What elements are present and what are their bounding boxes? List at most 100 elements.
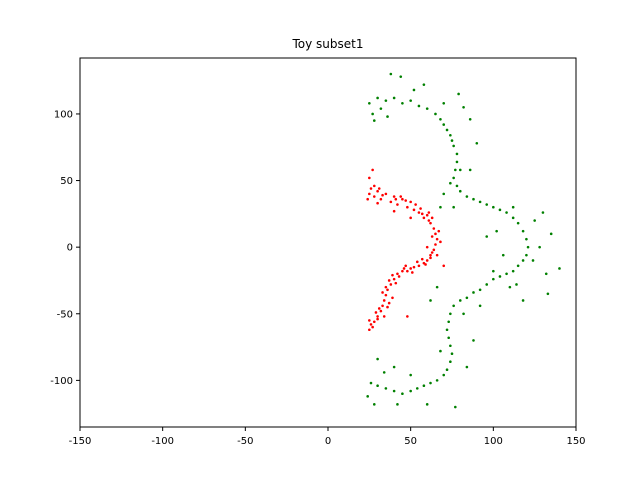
data-point-series-2 [462,105,465,109]
data-point-series-1 [389,283,393,286]
data-point-series-1 [429,221,432,225]
data-point-series-2 [392,96,396,100]
data-point-series-1 [435,253,439,257]
data-point-series-2 [417,104,421,108]
data-point-series-2 [478,288,482,292]
data-point-series-2 [526,245,530,249]
data-point-series-2 [516,221,520,225]
data-point-series-1 [439,240,442,244]
data-point-series-2 [372,403,376,406]
data-point-series-2 [505,272,508,276]
x-tick-label: 50 [404,436,417,447]
chart-title: Toy subset1 [292,37,364,51]
data-point-series-1 [377,187,381,190]
data-point-series-1 [419,207,422,210]
data-point-series-1 [409,200,412,204]
data-point-series-2 [371,112,374,116]
data-point-series-2 [462,312,465,316]
data-point-series-2 [376,96,379,100]
data-point-series-2 [392,365,396,369]
data-point-series-2 [450,352,454,356]
data-point-series-1 [384,285,388,289]
data-point-series-1 [366,197,369,201]
data-point-series-1 [420,212,424,216]
data-point-series-1 [391,296,394,300]
data-point-series-1 [376,315,379,318]
data-point-series-2 [449,312,452,316]
data-point-series-1 [420,257,424,261]
data-point-series-2 [485,203,489,206]
data-point-series-2 [376,357,379,361]
data-point-series-2 [492,205,495,209]
data-point-series-1 [372,195,376,198]
data-point-series-2 [541,211,545,214]
data-point-series-2 [439,349,442,353]
data-point-series-1 [387,301,391,305]
data-point-series-2 [454,168,457,172]
data-point-series-2 [544,272,548,276]
y-tick-label: -100 [50,376,73,387]
data-point-series-1 [392,277,396,281]
data-point-series-2 [454,405,457,409]
data-point-series-2 [409,389,412,393]
data-point-series-1 [442,264,446,268]
data-point-series-2 [452,205,455,209]
data-point-series-2 [447,320,450,324]
data-point-series-1 [379,197,383,201]
data-point-series-1 [432,248,436,252]
y-tick-label: 50 [60,176,73,187]
data-point-series-2 [452,304,455,308]
data-point-series-1 [415,260,419,264]
data-point-series-1 [427,211,431,214]
data-point-series-1 [396,272,399,276]
data-point-series-2 [549,232,553,236]
data-point-series-1 [430,216,434,220]
data-point-series-2 [449,181,452,185]
y-tick-label: 100 [54,109,73,120]
data-point-series-1 [394,197,398,201]
data-point-series-1 [401,197,404,201]
data-point-series-1 [406,269,409,273]
data-point-series-2 [521,229,525,233]
x-tick-label: -150 [69,436,92,447]
data-point-series-2 [442,123,446,126]
data-point-series-2 [434,112,437,116]
data-point-series-2 [445,368,449,372]
data-point-series-2 [422,384,426,388]
data-point-series-1 [376,189,379,193]
data-point-series-2 [425,107,429,110]
data-point-series-1 [411,271,414,274]
data-point-series-1 [401,269,404,273]
data-point-series-1 [399,195,403,198]
data-point-series-2 [558,267,561,270]
x-tick-label: -50 [237,436,253,447]
data-point-series-1 [386,305,389,309]
data-point-series-2 [498,208,502,212]
data-points [366,72,561,409]
data-point-series-2 [492,269,495,273]
data-point-series-2 [465,365,469,369]
data-point-series-2 [485,283,489,286]
data-point-series-1 [417,264,421,268]
data-point-series-1 [425,259,429,262]
data-point-series-1 [376,201,379,205]
data-point-series-1 [412,265,416,269]
data-point-series-1 [387,279,391,282]
data-point-series-2 [445,328,449,332]
y-tick-label: -50 [57,309,73,320]
data-point-series-1 [430,251,434,254]
data-point-series-2 [538,245,541,249]
data-point-series-2 [449,133,452,137]
data-point-series-2 [366,395,369,398]
data-point-series-2 [382,371,386,374]
data-point-series-1 [409,267,412,270]
data-point-series-2 [531,259,535,262]
x-tick-label: 150 [566,436,585,447]
data-point-series-2 [468,168,472,172]
data-point-series-2 [449,360,452,364]
data-point-series-2 [435,379,439,382]
data-point-series-1 [397,275,401,278]
data-point-series-1 [376,317,379,321]
data-point-series-1 [429,256,432,260]
x-tick-label: -100 [151,436,174,447]
